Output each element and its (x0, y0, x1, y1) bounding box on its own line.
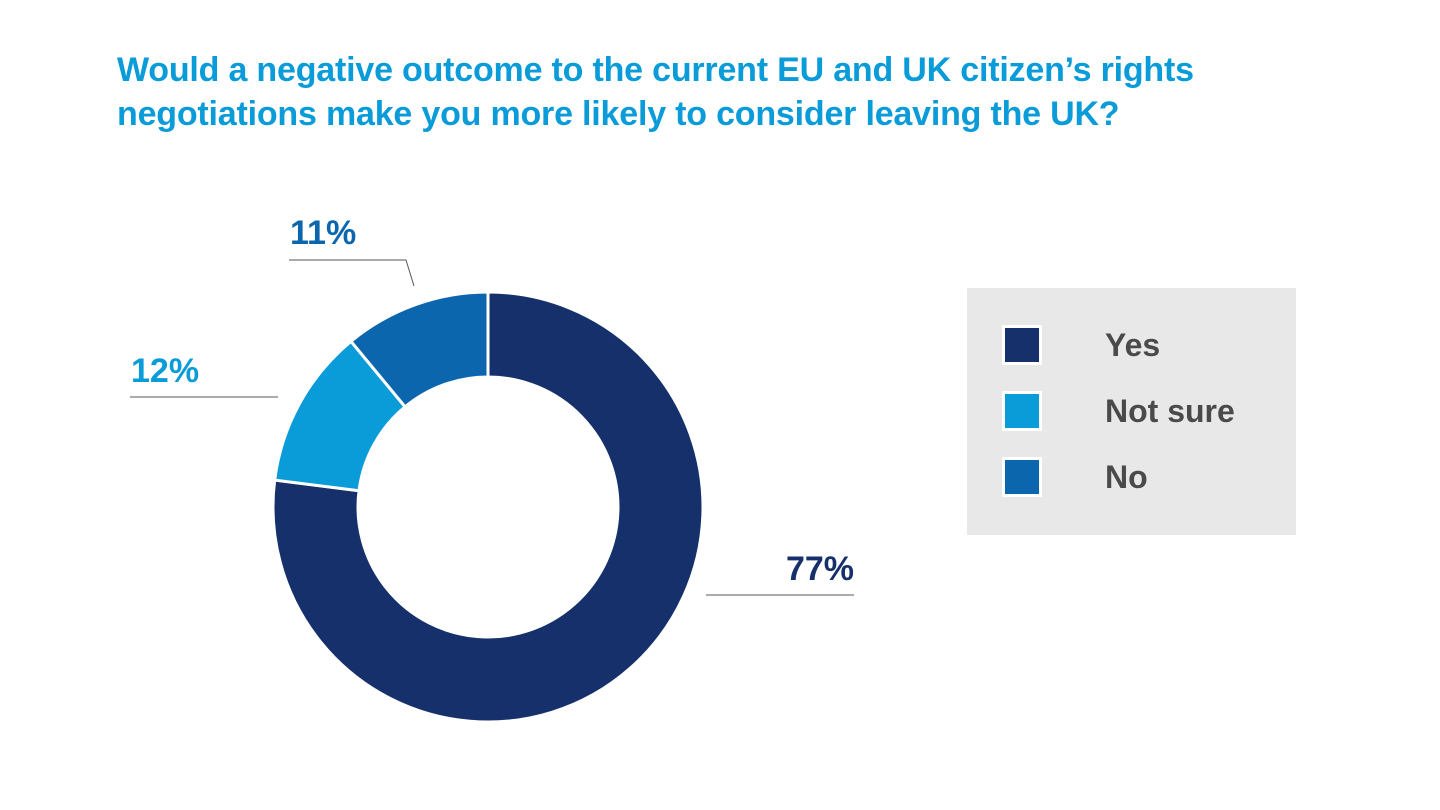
donut-slice-no (348, 290, 490, 409)
legend-swatch-not-sure (1002, 391, 1042, 431)
chart-title-line-1: Would a negative outcome to the current … (117, 51, 1194, 89)
chart-legend: Yes Not sure No (967, 288, 1296, 535)
legend-label-no: No (1105, 459, 1148, 495)
legend-item-yes: Yes (1002, 325, 1282, 371)
legend-swatch-yes (1002, 325, 1042, 365)
donut-slice-yes (271, 290, 705, 724)
legend-label-yes: Yes (1105, 327, 1161, 363)
legend-item-no: No (1002, 457, 1282, 503)
chart-title: Would a negative outcome to the current … (117, 48, 1317, 136)
legend-swatch-no (1002, 457, 1042, 497)
data-label-not-sure: 12% (131, 352, 199, 390)
legend-item-not-sure: Not sure (1002, 391, 1282, 437)
donut-slices (271, 290, 705, 724)
data-label-no: 11% (290, 214, 356, 252)
legend-label-not-sure: Not sure (1105, 393, 1235, 429)
data-label-yes: 77% (786, 550, 854, 588)
leader-line-no (289, 259, 415, 287)
chart-title-line-2: negotiations make you more likely to con… (117, 95, 1120, 133)
